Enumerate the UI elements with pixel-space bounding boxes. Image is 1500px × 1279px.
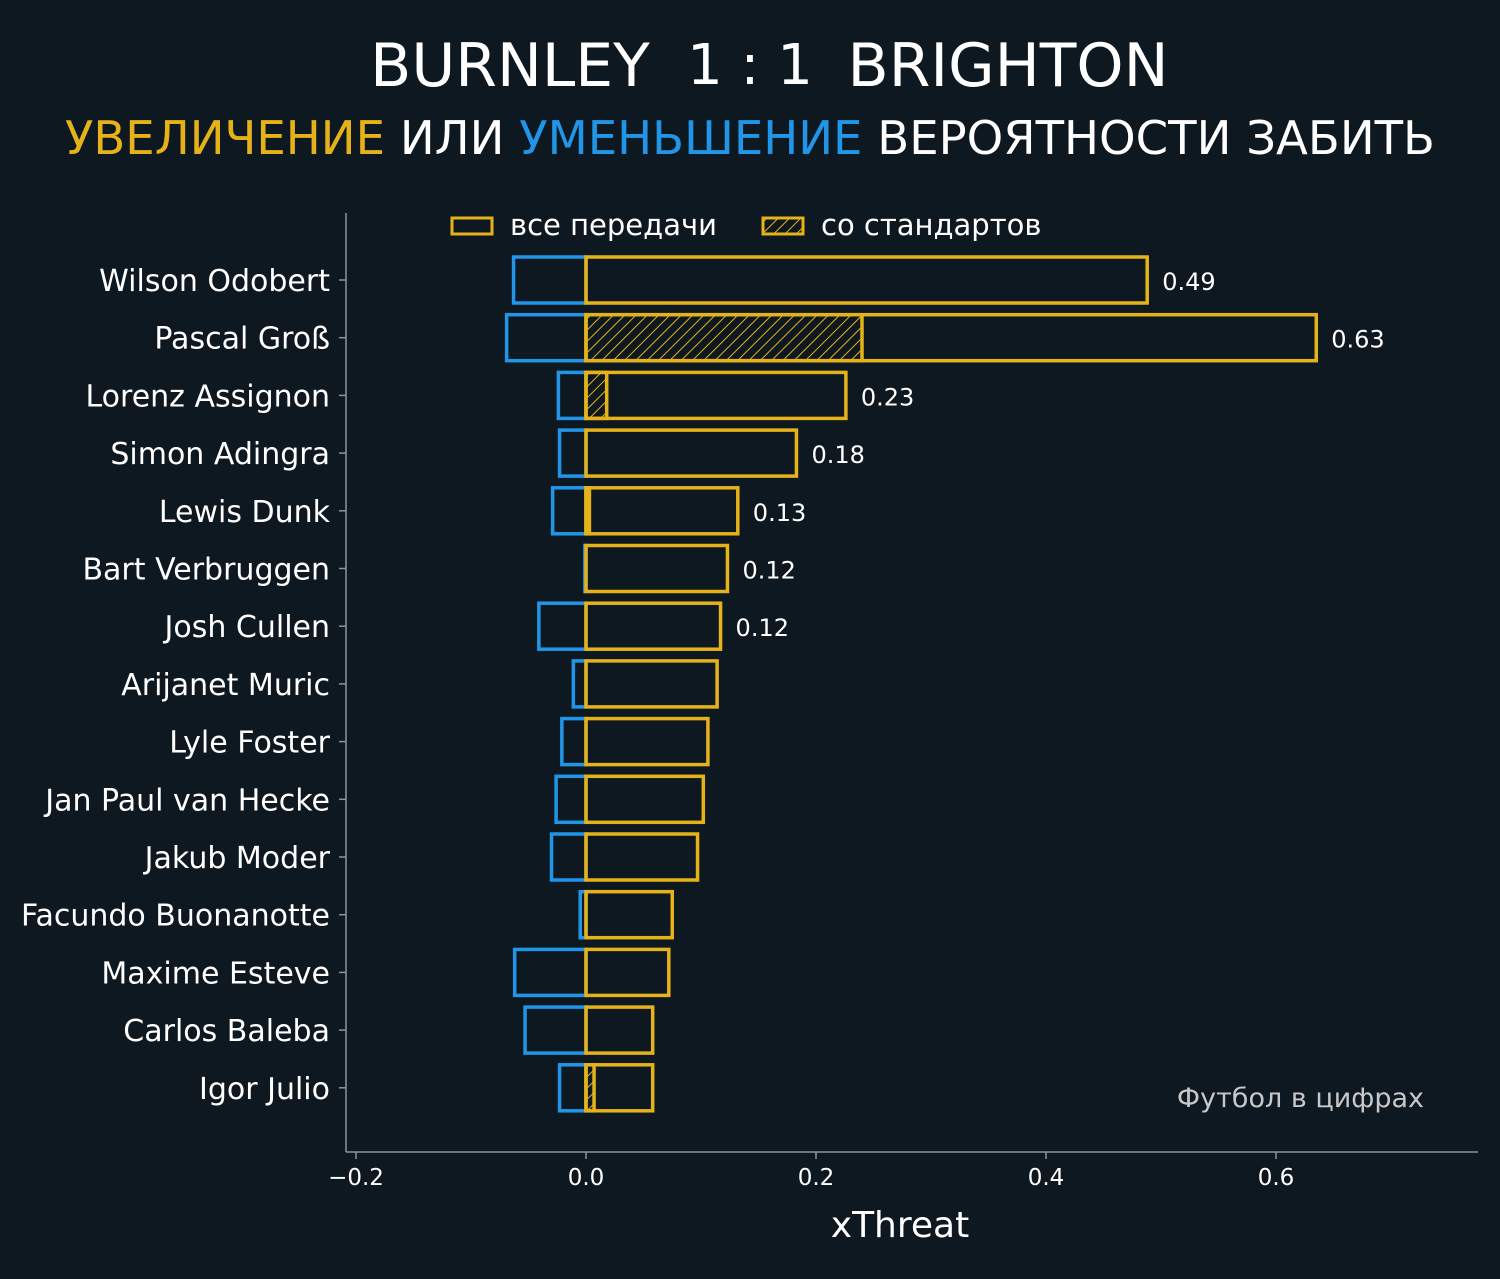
- legend-label-setpiece: со стандартов: [821, 208, 1041, 242]
- legend-swatch-all: [450, 216, 494, 236]
- bar-all-passes: [584, 947, 671, 998]
- bar-setpiece: [584, 370, 609, 421]
- bar-negative: [554, 774, 588, 825]
- legend: все передачи со стандартов: [450, 208, 1041, 242]
- bar-negative: [511, 255, 588, 305]
- y-tick-label: Igor Julio: [199, 1072, 330, 1107]
- data-label: 0.23: [861, 383, 914, 411]
- bar-negative: [571, 659, 588, 709]
- bars: 0.49 0.63 0.23 0.18 0.13 0.12 0.12: [504, 255, 1385, 1113]
- y-tick-label: Jakub Moder: [143, 841, 331, 876]
- legend-label-all: все передачи: [510, 208, 717, 242]
- x-tick-label: 0.6: [1258, 1165, 1295, 1191]
- bar-negative: [512, 947, 588, 998]
- bar-negative: [537, 601, 588, 651]
- data-label: 0.63: [1331, 326, 1384, 354]
- y-tick-label: Josh Cullen: [163, 610, 330, 645]
- x-tick-label: −0.2: [328, 1165, 384, 1191]
- data-label: 0.12: [736, 614, 789, 642]
- data-label: 0.13: [753, 499, 806, 527]
- x-tick-label: 0.2: [798, 1165, 835, 1191]
- subtitle-or: ИЛИ: [385, 111, 519, 165]
- bar-all-passes: [584, 370, 848, 421]
- bar-negative: [557, 1063, 588, 1113]
- y-tick-label: Simon Adingra: [110, 437, 330, 472]
- bar-setpiece: [584, 312, 864, 363]
- subtitle: УВЕЛИЧЕНИЕ ИЛИ УМЕНЬШЕНИЕ ВЕРОЯТНОСТИ ЗА…: [65, 111, 1435, 165]
- x-tick-label: 0.0: [568, 1165, 605, 1191]
- bar-all-passes: [584, 428, 799, 478]
- bar-all-passes: [584, 312, 1318, 363]
- bar-negative: [556, 370, 588, 421]
- bar-all-passes: [584, 774, 706, 825]
- axes: [345, 213, 1478, 1153]
- data-label: 0.18: [811, 441, 864, 469]
- bar-all-passes: [584, 1005, 655, 1055]
- subtitle-decrease: УМЕНЬШЕНИЕ: [519, 111, 862, 165]
- subtitle-increase: УВЕЛИЧЕНИЕ: [65, 111, 385, 165]
- bar-all-passes: [584, 659, 719, 709]
- x-tick-labels: −0.2 0.0 0.2 0.4 0.6: [328, 1152, 1294, 1191]
- bar-all-passes: [584, 832, 700, 882]
- bar-negative: [504, 312, 588, 363]
- bar-all-passes: [584, 716, 710, 767]
- title-away: BRIGHTON: [848, 31, 1169, 101]
- y-tick-labels: Wilson Odobert Pascal Groß Lorenz Assignon…: [21, 264, 346, 1107]
- y-tick-label: Bart Verbruggen: [82, 553, 330, 588]
- bar-negative: [557, 428, 588, 478]
- bar-all-passes: [584, 543, 730, 594]
- data-label: 0.49: [1162, 268, 1215, 296]
- x-axis-label: xThreat: [831, 1205, 969, 1246]
- bar-negative: [560, 716, 588, 767]
- bar-all-passes: [584, 255, 1149, 305]
- y-tick-label: Lewis Dunk: [159, 495, 331, 530]
- y-tick-label: Pascal Groß: [154, 322, 330, 357]
- y-tick-label: Maxime Esteve: [101, 956, 330, 991]
- subtitle-rest: ВЕРОЯТНОСТИ ЗАБИТЬ: [862, 111, 1435, 165]
- x-tick-label: 0.4: [1028, 1165, 1065, 1191]
- bar-all-passes: [584, 601, 723, 651]
- watermark: Футбол в цифрах: [1177, 1083, 1424, 1114]
- bar-all-passes: [584, 1063, 655, 1113]
- title-home: BURNLEY: [370, 31, 650, 101]
- data-label: 0.12: [742, 557, 795, 585]
- bar-all-passes: [584, 486, 740, 536]
- y-tick-label: Wilson Odobert: [99, 264, 330, 299]
- bar-negative: [549, 832, 588, 882]
- bar-negative: [523, 1005, 588, 1055]
- bar-all-passes: [584, 889, 674, 940]
- legend-swatch-setpiece: [761, 216, 805, 236]
- y-tick-label: Lyle Foster: [169, 726, 330, 761]
- y-tick-label: Jan Paul van Hecke: [43, 783, 330, 818]
- title-score: 1 : 1: [687, 33, 813, 98]
- y-tick-label: Lorenz Assignon: [85, 379, 330, 414]
- bar-negative: [550, 486, 588, 536]
- y-tick-label: Carlos Baleba: [123, 1014, 330, 1049]
- y-tick-label: Arijanet Muric: [121, 668, 330, 703]
- y-tick-label: Facundo Buonanotte: [21, 899, 330, 934]
